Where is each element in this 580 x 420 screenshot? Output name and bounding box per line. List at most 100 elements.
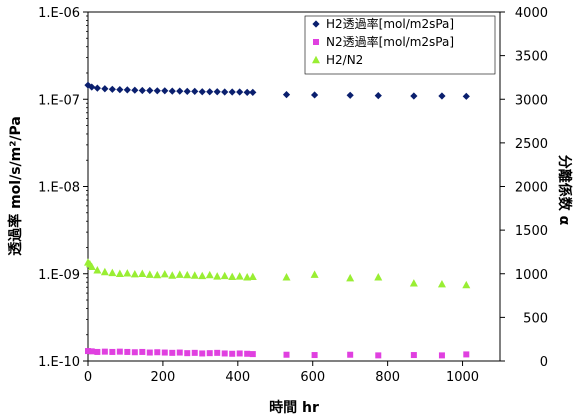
- n2-point: [199, 350, 206, 357]
- legend-marker: [313, 39, 319, 45]
- x-axis-title: 時間 hr: [269, 399, 319, 416]
- ratio-point: [138, 269, 147, 277]
- right-tick-label: 1000: [515, 268, 548, 283]
- n2-point: [206, 350, 213, 357]
- h2-point: [183, 87, 191, 96]
- h2-point: [249, 88, 257, 96]
- h2-point: [198, 88, 206, 96]
- legend-label: H2透過率[mol/m2sPa]: [326, 16, 454, 31]
- h2-point: [221, 88, 229, 96]
- x-tick-label: 400: [225, 370, 250, 385]
- h2-point: [116, 86, 124, 94]
- n2-point: [154, 349, 161, 356]
- h2-point: [311, 91, 319, 99]
- ratio-point: [130, 269, 139, 278]
- h2-point: [88, 83, 96, 91]
- left-tick-label: 1.E-07: [38, 93, 80, 108]
- n2-point: [169, 349, 176, 356]
- ratio-point: [235, 272, 244, 280]
- ratio-point: [228, 272, 237, 281]
- n2-point: [438, 352, 445, 359]
- n2-point: [184, 350, 191, 357]
- h2-point: [462, 92, 470, 100]
- n2-point: [139, 348, 146, 355]
- ratio-point: [198, 271, 207, 280]
- n2-point: [347, 351, 354, 358]
- n2-point: [410, 352, 417, 359]
- h2-point: [282, 91, 291, 99]
- ratio-point: [160, 269, 169, 278]
- ratio-point: [183, 270, 192, 279]
- left-tick-label: 1.E-10: [38, 355, 80, 370]
- h2-point: [93, 84, 101, 92]
- n2-point: [109, 348, 116, 355]
- h2-point: [84, 81, 92, 89]
- left-axis-title: 透過率 mol/s/m²/Pa: [7, 116, 24, 256]
- legend-box: [304, 15, 496, 75]
- ratio-point: [248, 272, 257, 281]
- n2-point: [236, 350, 243, 357]
- ratio-point: [190, 271, 199, 279]
- right-axis: 4000 3500 3000 2500 2000 1500 1000 500 0: [500, 6, 548, 370]
- right-tick-label: 1500: [515, 224, 548, 239]
- ratio-point: [220, 271, 229, 280]
- ratio-point: [93, 266, 102, 274]
- right-tick-label: 2500: [515, 137, 548, 152]
- ratio-point: [87, 262, 96, 270]
- n2-point: [88, 348, 95, 355]
- ratio-point: [145, 270, 154, 278]
- x-axis: 0 200 400 600 800 1000: [84, 361, 479, 385]
- n2-point: [85, 348, 91, 355]
- series-layer: [84, 81, 471, 359]
- h2-point: [206, 88, 214, 96]
- ratio-point: [346, 273, 355, 282]
- h2-point: [228, 88, 236, 96]
- h2-point: [438, 92, 446, 100]
- right-tick-label: 500: [523, 311, 548, 326]
- h2-point: [168, 87, 176, 95]
- x-tick-label: 800: [375, 370, 400, 385]
- ratio-point: [115, 269, 124, 277]
- n2-point: [191, 349, 198, 356]
- h2-point: [346, 91, 354, 99]
- left-tick-label: 1.E-08: [38, 181, 80, 196]
- h2-point: [213, 88, 221, 96]
- left-tick-label: 1.E-06: [38, 6, 80, 21]
- n2-point: [375, 352, 382, 359]
- h2-point: [138, 86, 146, 95]
- n2-point: [124, 348, 131, 355]
- right-tick-label: 3500: [515, 50, 548, 65]
- right-tick-label: 4000: [515, 6, 548, 21]
- n2-point: [249, 351, 256, 358]
- ratio-point: [374, 273, 383, 281]
- n2-point: [146, 349, 153, 356]
- ratio-point: [243, 273, 252, 281]
- x-tick-label: 0: [84, 370, 92, 385]
- n2-point: [161, 349, 168, 356]
- ratio-point: [108, 268, 117, 277]
- h2-point: [153, 87, 161, 95]
- n2-point: [221, 350, 228, 357]
- ratio-point: [282, 273, 291, 281]
- ratio-point: [168, 271, 177, 279]
- ratio-point: [462, 280, 471, 289]
- n2-point: [131, 349, 138, 356]
- n2-point: [94, 348, 101, 355]
- h2-point: [161, 87, 169, 95]
- legend-label: H2/N2: [326, 53, 363, 67]
- h2-point: [176, 87, 184, 95]
- x-tick-label: 1000: [446, 370, 479, 385]
- ratio-point: [153, 270, 162, 279]
- ratio-point: [205, 270, 214, 279]
- left-tick-label: 1.E-09: [38, 268, 80, 283]
- n2-point: [214, 349, 221, 356]
- h2-point: [146, 86, 154, 95]
- n2-point: [311, 352, 318, 359]
- h2-point: [236, 88, 244, 96]
- ratio-point: [175, 270, 184, 278]
- ratio-point: [100, 267, 109, 276]
- h2-point: [123, 86, 131, 94]
- n2-point: [116, 348, 123, 355]
- n2-point: [176, 349, 183, 356]
